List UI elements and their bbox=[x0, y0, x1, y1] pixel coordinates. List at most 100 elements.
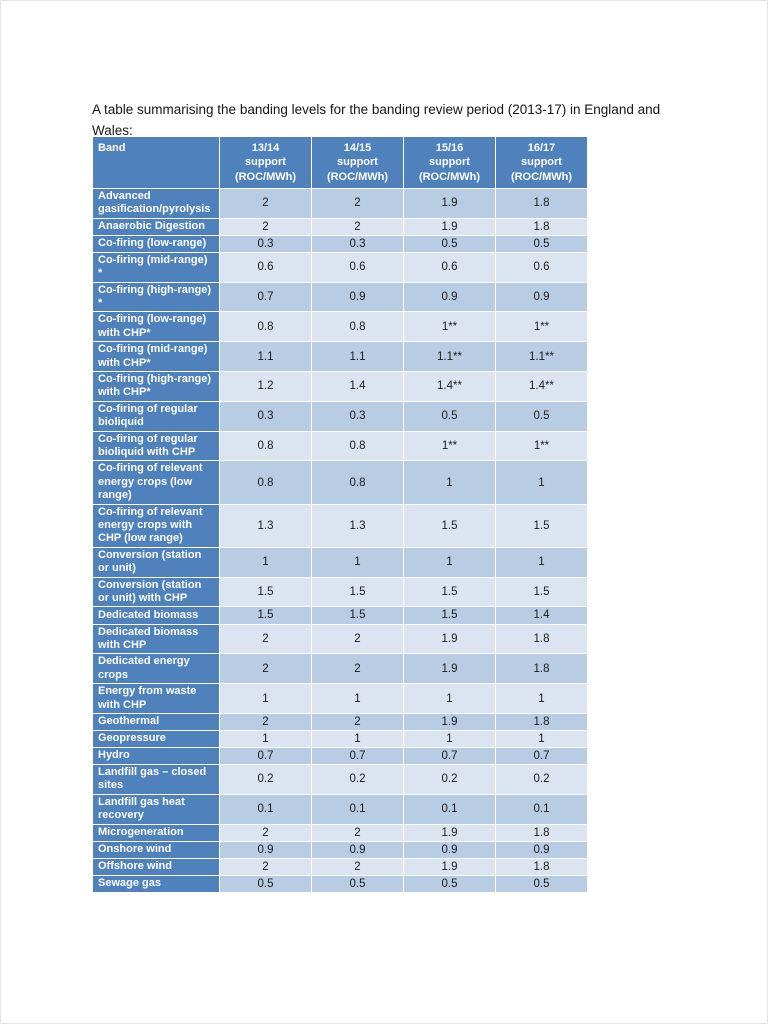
value-cell: 0.9 bbox=[403, 840, 496, 859]
band-cell: Co-firing of relevant energy crops (low … bbox=[92, 460, 220, 505]
value-cell: 0.7 bbox=[311, 746, 404, 765]
value-cell: 1.9 bbox=[403, 623, 496, 655]
value-cell: 0.5 bbox=[495, 400, 588, 432]
value-cell: 1.5 bbox=[403, 503, 496, 548]
value-cell: 0.5 bbox=[219, 874, 312, 893]
value-cell: 0.9 bbox=[495, 281, 588, 313]
value-cell: 0.6 bbox=[219, 251, 312, 283]
band-cell: Dedicated energy crops bbox=[92, 653, 220, 685]
value-cell: 2 bbox=[219, 823, 312, 842]
value-cell: 0.9 bbox=[311, 840, 404, 859]
value-cell: 1.8 bbox=[495, 712, 588, 731]
intro-text: A table summarising the banding levels f… bbox=[92, 101, 661, 139]
value-cell: 1.4** bbox=[403, 370, 496, 402]
table-row: Onshore wind 0.9 0.9 0.9 0.9 bbox=[92, 840, 588, 859]
band-cell: Conversion (station or unit) bbox=[92, 546, 220, 578]
value-cell: 1 bbox=[495, 729, 588, 748]
value-cell: 1 bbox=[403, 729, 496, 748]
table-row: Offshore wind 2 2 1.9 1.8 bbox=[92, 857, 588, 876]
table-row: Co-firing (high-range) * 0.7 0.9 0.9 0.9 bbox=[92, 281, 588, 313]
value-cell: 2 bbox=[311, 712, 404, 731]
band-cell: Co-firing (high-range) * bbox=[92, 281, 220, 313]
value-cell: 0.1 bbox=[311, 793, 404, 825]
band-cell: Co-firing (mid-range) * bbox=[92, 251, 220, 283]
value-cell: 0.5 bbox=[495, 234, 588, 253]
value-cell: 2 bbox=[219, 857, 312, 876]
value-cell: 0.3 bbox=[311, 400, 404, 432]
value-cell: 1.8 bbox=[495, 857, 588, 876]
value-cell: 0.9 bbox=[311, 281, 404, 313]
value-cell: 1.9 bbox=[403, 857, 496, 876]
value-cell: 1 bbox=[495, 460, 588, 505]
value-cell: 0.3 bbox=[219, 400, 312, 432]
column-header-band: Band bbox=[92, 136, 220, 189]
value-cell: 1.8 bbox=[495, 623, 588, 655]
value-cell: 2 bbox=[311, 653, 404, 685]
table-body: Advanced gasification/pyrolysis 2 2 1.9 1.8 A… bbox=[92, 187, 588, 893]
table-head: Band 13/14 support (ROC/MWh) 14/15 support… bbox=[92, 136, 588, 189]
value-cell: 1.1** bbox=[495, 341, 588, 372]
band-cell: Geopressure bbox=[92, 729, 220, 748]
value-cell: 1.5 bbox=[311, 576, 404, 608]
band-cell: Co-firing (mid-range) with CHP* bbox=[92, 341, 220, 372]
table-row: Geothermal 2 2 1.9 1.8 bbox=[92, 712, 588, 731]
table-row: Co-firing of relevant energy crops (low … bbox=[92, 460, 588, 505]
value-cell: 0.2 bbox=[311, 763, 404, 795]
value-cell: 2 bbox=[219, 217, 312, 236]
value-cell: 0.9 bbox=[403, 281, 496, 313]
table-row: Geopressure 1 1 1 1 bbox=[92, 729, 588, 748]
band-cell: Dedicated biomass bbox=[92, 606, 220, 625]
value-cell: 0.5 bbox=[403, 234, 496, 253]
band-cell: Co-firing (low-range) with CHP* bbox=[92, 311, 220, 343]
column-header: 13/14 support (ROC/MWh) bbox=[219, 136, 312, 189]
table-row: Co-firing (high-range) with CHP* 1.2 1.4 1.… bbox=[92, 370, 588, 402]
band-cell: Sewage gas bbox=[92, 874, 220, 893]
value-cell: 1** bbox=[403, 311, 496, 343]
value-cell: 0.8 bbox=[311, 460, 404, 505]
value-cell: 0.5 bbox=[495, 874, 588, 893]
band-cell: Offshore wind bbox=[92, 857, 220, 876]
table-row: Dedicated biomass with CHP 2 2 1.9 1.8 bbox=[92, 623, 588, 655]
header-row: Band 13/14 support (ROC/MWh) 14/15 support… bbox=[92, 136, 588, 189]
band-cell: Landfill gas – closed sites bbox=[92, 763, 220, 795]
table-row: Landfill gas heat recovery 0.1 0.1 0.1 0.1 bbox=[92, 793, 588, 825]
value-cell: 1.5 bbox=[219, 576, 312, 608]
value-cell: 1 bbox=[311, 729, 404, 748]
value-cell: 1 bbox=[311, 546, 404, 578]
band-cell: Advanced gasification/pyrolysis bbox=[92, 187, 220, 219]
value-cell: 1 bbox=[495, 683, 588, 714]
value-cell: 1 bbox=[495, 546, 588, 578]
table-row: Co-firing of regular bioliquid with CHP 0… bbox=[92, 430, 588, 462]
value-cell: 2 bbox=[311, 187, 404, 219]
table-row: Co-firing (low-range) with CHP* 0.8 0.8 1**… bbox=[92, 311, 588, 343]
value-cell: 2 bbox=[219, 712, 312, 731]
value-cell: 0.2 bbox=[403, 763, 496, 795]
value-cell: 1** bbox=[495, 311, 588, 343]
value-cell: 1.8 bbox=[495, 653, 588, 685]
band-cell: Energy from waste with CHP bbox=[92, 683, 220, 714]
value-cell: 1** bbox=[495, 430, 588, 462]
value-cell: 1.5 bbox=[403, 606, 496, 625]
value-cell: 1 bbox=[403, 546, 496, 578]
value-cell: 0.1 bbox=[219, 793, 312, 825]
value-cell: 0.1 bbox=[495, 793, 588, 825]
value-cell: 0.6 bbox=[311, 251, 404, 283]
value-cell: 1.8 bbox=[495, 217, 588, 236]
value-cell: 1.4** bbox=[495, 370, 588, 402]
banding-table: Band 13/14 support (ROC/MWh) 14/15 support… bbox=[92, 136, 588, 893]
column-header: 16/17 support (ROC/MWh) bbox=[495, 136, 588, 189]
value-cell: 0.1 bbox=[403, 793, 496, 825]
value-cell: 1.1 bbox=[219, 341, 312, 372]
value-cell: 0.2 bbox=[495, 763, 588, 795]
value-cell: 0.5 bbox=[403, 874, 496, 893]
band-cell: Co-firing of regular bioliquid bbox=[92, 400, 220, 432]
value-cell: 0.7 bbox=[219, 281, 312, 313]
table-row: Sewage gas 0.5 0.5 0.5 0.5 bbox=[92, 874, 588, 893]
value-cell: 1.4 bbox=[311, 370, 404, 402]
band-cell: Co-firing of relevant energy crops with … bbox=[92, 503, 220, 548]
table-row: Landfill gas – closed sites 0.2 0.2 0.2 0.2 bbox=[92, 763, 588, 795]
value-cell: 2 bbox=[311, 217, 404, 236]
table-row: Hydro 0.7 0.7 0.7 0.7 bbox=[92, 746, 588, 765]
value-cell: 1.3 bbox=[219, 503, 312, 548]
value-cell: 1 bbox=[311, 683, 404, 714]
